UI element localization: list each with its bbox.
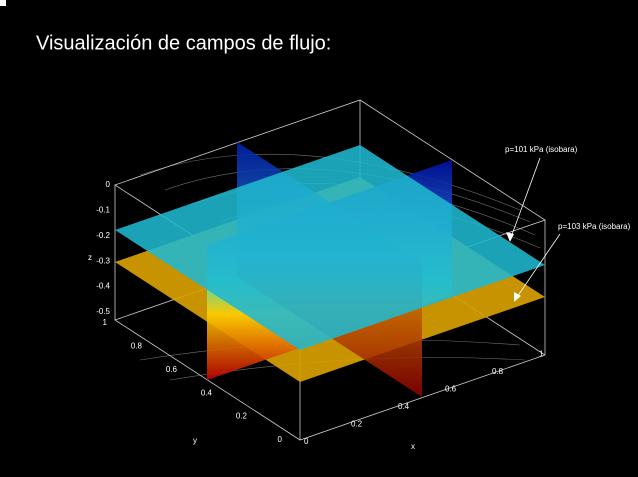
z-tick-label: 0 [106, 180, 111, 189]
axis-labels: p=101 kPa (isobara) p=103 kPa (isobara) … [88, 145, 631, 451]
isobar-101 [115, 145, 545, 350]
x-tick-label: 0.4 [398, 402, 410, 411]
arrow-head [514, 292, 521, 302]
annotation: p=101 kPa (isobara) [505, 145, 578, 154]
y-tick-label: 0.4 [201, 388, 213, 397]
y-tick-label: 0.8 [131, 342, 143, 351]
annotation: p=103 kPa (isobara) [558, 222, 631, 231]
x-tick-label: 0 [304, 437, 309, 446]
arrow-head [506, 232, 514, 242]
corner-mark [0, 0, 6, 6]
x-tick-label: 0.2 [351, 420, 363, 429]
z-tick-label: -0.1 [96, 206, 110, 215]
y-tick-label: 0.6 [166, 365, 178, 374]
arrow [509, 157, 541, 241]
z-tick-label: -0.4 [96, 282, 110, 291]
axis-label: y [193, 436, 197, 445]
slide-title: Visualización de campos de flujo: [36, 32, 331, 54]
x-tick-label: 0.8 [492, 367, 504, 376]
x-tick-label: 0.6 [445, 385, 457, 394]
z-tick-label: -0.2 [96, 231, 110, 240]
y-tick-label: 1 [103, 318, 108, 327]
y-tick-label: 0 [278, 435, 283, 444]
x-tick-label: 1 [539, 350, 544, 359]
axis-label: z [88, 253, 92, 262]
z-tick-label: -0.5 [96, 307, 110, 316]
z-tick-label: -0.3 [96, 256, 110, 265]
plot-3d [114, 99, 561, 441]
axis-label: x [411, 442, 415, 451]
y-tick-label: 0.2 [236, 412, 248, 421]
arrow [514, 233, 561, 301]
